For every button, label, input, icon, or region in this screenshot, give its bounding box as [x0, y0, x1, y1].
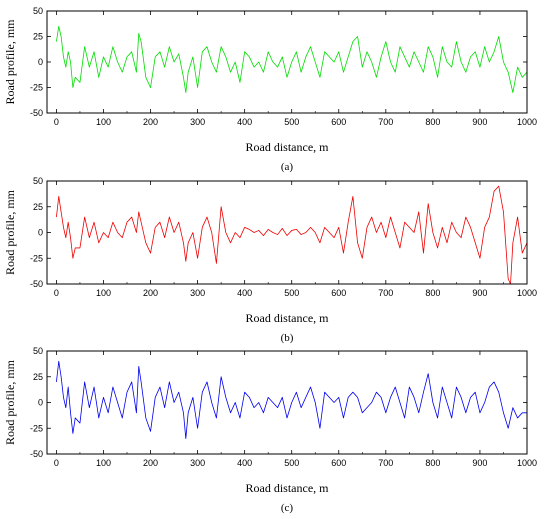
x-tick-label: 300 — [190, 117, 205, 127]
y-tick-label: 25 — [33, 32, 43, 42]
y-tick-label: 50 — [33, 346, 43, 356]
x-tick-label: 400 — [237, 458, 252, 468]
y-tick-label: -25 — [30, 253, 43, 263]
x-tick-label: 300 — [190, 458, 205, 468]
x-tick-label: 0 — [54, 117, 59, 127]
y-tick-label: -50 — [30, 449, 43, 459]
x-tick-label: 400 — [237, 288, 252, 298]
y-tick-label: 0 — [38, 398, 43, 408]
x-tick-label: 0 — [54, 458, 59, 468]
x-tick-label: 1000 — [517, 117, 537, 127]
y-tick-label: -25 — [30, 83, 43, 93]
x-tick-label: 600 — [331, 117, 346, 127]
x-tick-label: 800 — [425, 458, 440, 468]
x-tick-label: 800 — [425, 288, 440, 298]
x-axis-title: Road distance, m — [246, 140, 330, 154]
x-tick-label: 200 — [143, 458, 158, 468]
x-tick-label: 200 — [143, 288, 158, 298]
x-axis-title: Road distance, m — [246, 481, 330, 495]
y-axis-title: Road profile, mm — [3, 189, 17, 275]
x-tick-label: 100 — [96, 458, 111, 468]
chart-panel-1: 0 100 200 300 400 500 600 700 800 900 1000 -50 -25 0 2… — [3, 6, 537, 173]
panel-label: (b) — [281, 332, 294, 344]
x-tick-label: 500 — [284, 458, 299, 468]
y-tick-label: 0 — [38, 228, 43, 238]
x-tick-label: 0 — [54, 288, 59, 298]
x-tick-label: 900 — [472, 458, 487, 468]
y-tick-label: -50 — [30, 108, 43, 118]
x-tick-label: 700 — [378, 458, 393, 468]
x-tick-label: 600 — [331, 288, 346, 298]
y-tick-label: 25 — [33, 372, 43, 382]
x-tick-label: 500 — [284, 117, 299, 127]
plot-frame — [46, 350, 528, 455]
x-axis-title: Road distance, m — [246, 311, 330, 325]
panel-label: (c) — [281, 502, 294, 514]
y-tick-label: 0 — [38, 57, 43, 67]
chart-panel-3: 0 100 200 300 400 500 600 700 800 900 1000 -50 -25 0 2… — [3, 346, 537, 514]
y-tick-label: 25 — [33, 202, 43, 212]
y-tick-label: -50 — [30, 279, 43, 289]
y-axis-title: Road profile, mm — [3, 359, 17, 445]
series-line-1 — [56, 25, 528, 93]
x-tick-label: 100 — [96, 288, 111, 298]
x-tick-label: 800 — [425, 117, 440, 127]
series-line-1 — [56, 360, 527, 439]
y-tick-label: -25 — [30, 423, 43, 433]
x-tick-label: 400 — [237, 117, 252, 127]
x-tick-label: 700 — [378, 117, 393, 127]
x-tick-label: 1000 — [517, 458, 537, 468]
series-line-1 — [56, 185, 528, 285]
chart-panel-2: 0 100 200 300 400 500 600 700 800 900 1000 -50 -25 0 2… — [3, 176, 537, 344]
y-tick-label: 50 — [33, 176, 43, 186]
x-tick-label: 600 — [331, 458, 346, 468]
plot-frame — [46, 10, 528, 114]
x-tick-label: 700 — [378, 288, 393, 298]
y-axis-title: Road profile, mm — [3, 19, 17, 105]
x-tick-label: 200 — [143, 117, 158, 127]
x-tick-label: 900 — [472, 117, 487, 127]
plot-frame — [46, 180, 528, 285]
y-tick-label: 50 — [33, 6, 43, 16]
x-tick-label: 500 — [284, 288, 299, 298]
x-tick-label: 1000 — [517, 288, 537, 298]
x-tick-label: 300 — [190, 288, 205, 298]
panel-label: (a) — [281, 161, 294, 173]
x-tick-label: 900 — [472, 288, 487, 298]
x-tick-label: 100 — [96, 117, 111, 127]
